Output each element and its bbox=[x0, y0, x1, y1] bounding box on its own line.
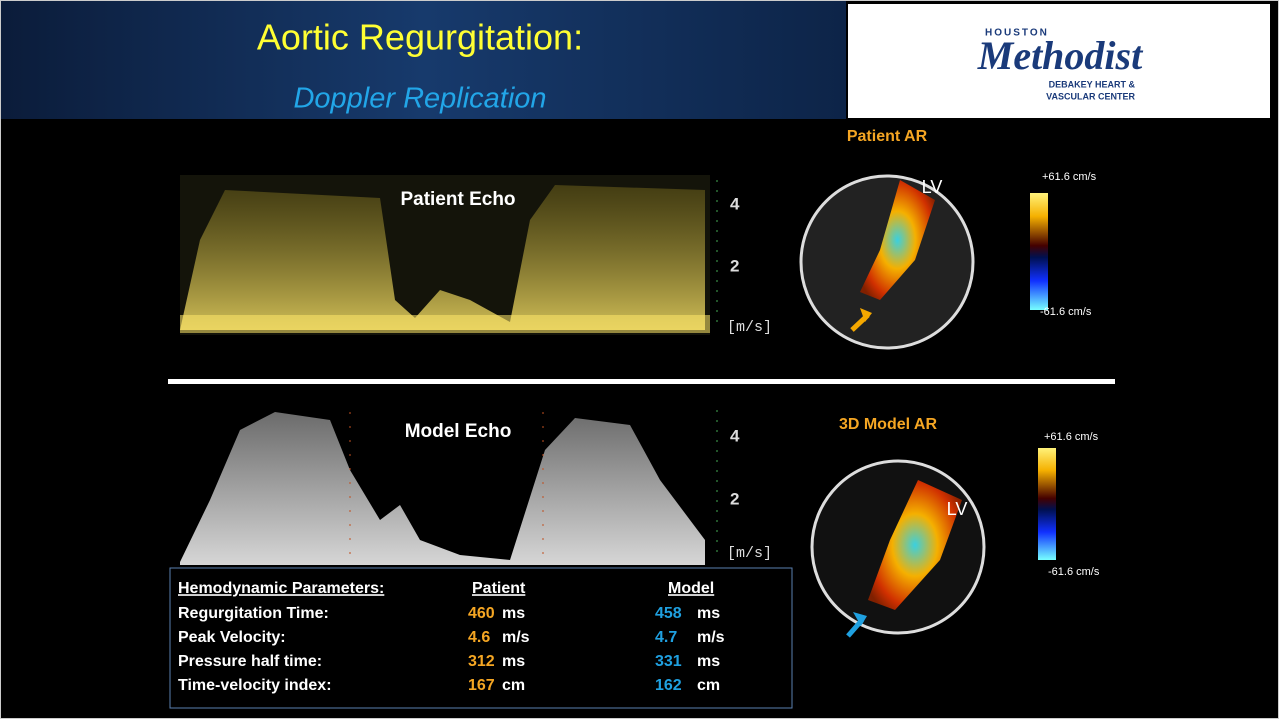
scale-label: 2 bbox=[730, 489, 739, 508]
cell: 162 bbox=[655, 677, 682, 694]
chamber-label: LV bbox=[922, 177, 943, 197]
table-header: Model bbox=[668, 580, 714, 597]
cell: ms bbox=[697, 605, 720, 622]
cell: ms bbox=[697, 653, 720, 670]
table-header: Patient bbox=[472, 580, 526, 597]
subtitle: Doppler Replication bbox=[293, 83, 546, 115]
row-label: Time-velocity index: bbox=[178, 677, 332, 694]
panel-title: Patient AR bbox=[847, 128, 928, 145]
cell: 4.7 bbox=[655, 629, 677, 646]
logo-name: Methodist bbox=[977, 33, 1144, 78]
row-label: Regurgitation Time: bbox=[178, 605, 329, 622]
cell: ms bbox=[502, 653, 525, 670]
divider bbox=[168, 379, 1115, 384]
row-label: Peak Velocity: bbox=[178, 629, 286, 646]
scale-label: 4 bbox=[730, 194, 740, 213]
cell: 167 bbox=[468, 677, 495, 694]
scale-label: [m/s] bbox=[727, 545, 772, 562]
scale-min: -61.6 cm/s bbox=[1040, 306, 1092, 318]
scale-label: 2 bbox=[730, 256, 739, 275]
table-header: Hemodynamic Parameters: bbox=[178, 580, 384, 597]
title: Aortic Regurgitation: bbox=[257, 17, 583, 58]
cell: cm bbox=[697, 677, 720, 694]
cell: 312 bbox=[468, 653, 495, 670]
panel-title: 3D Model AR bbox=[839, 416, 938, 433]
slide: Aortic Regurgitation: Doppler Replicatio… bbox=[0, 0, 1279, 719]
chamber-label: LV bbox=[947, 499, 968, 519]
cell: m/s bbox=[697, 629, 725, 646]
cell: ms bbox=[502, 605, 525, 622]
scale-max: +61.6 cm/s bbox=[1044, 431, 1099, 443]
scale-label: 4 bbox=[730, 426, 740, 445]
cell: 4.6 bbox=[468, 629, 490, 646]
scale-min: -61.6 cm/s bbox=[1048, 566, 1100, 578]
row-label: Pressure half time: bbox=[178, 653, 322, 670]
echo-label: Patient Echo bbox=[400, 189, 515, 210]
scale-max: +61.6 cm/s bbox=[1042, 171, 1097, 183]
scale-label: [m/s] bbox=[727, 319, 772, 336]
cell: 460 bbox=[468, 605, 495, 622]
cell: 458 bbox=[655, 605, 682, 622]
cell: 331 bbox=[655, 653, 682, 670]
logo-line: VASCULAR CENTER bbox=[1046, 91, 1135, 101]
logo-line: DEBAKEY HEART & bbox=[1049, 79, 1136, 89]
echo-label: Model Echo bbox=[405, 421, 512, 442]
cell: cm bbox=[502, 677, 525, 694]
cell: m/s bbox=[502, 629, 530, 646]
